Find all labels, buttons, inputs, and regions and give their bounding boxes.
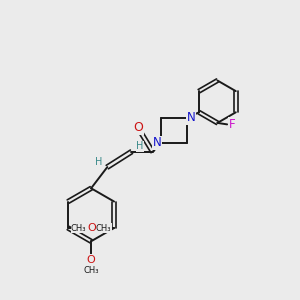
Text: H: H <box>95 157 103 167</box>
Text: N: N <box>153 136 161 149</box>
Text: CH₃: CH₃ <box>71 224 86 232</box>
Text: H: H <box>136 142 143 152</box>
Text: CH₃: CH₃ <box>96 224 111 232</box>
Text: O: O <box>86 223 95 233</box>
Text: N: N <box>187 111 195 124</box>
Text: O: O <box>87 223 96 233</box>
Text: CH₃: CH₃ <box>83 266 99 275</box>
Text: O: O <box>87 254 95 265</box>
Text: O: O <box>134 121 143 134</box>
Text: F: F <box>229 118 236 131</box>
